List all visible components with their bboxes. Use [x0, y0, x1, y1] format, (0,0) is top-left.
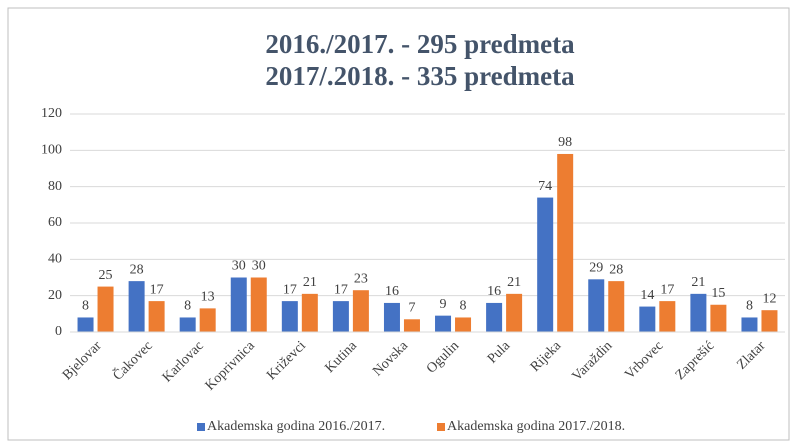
bar	[659, 301, 676, 332]
data-label: 21	[691, 275, 705, 290]
y-tick-label: 20	[48, 288, 62, 303]
bar	[230, 277, 247, 332]
data-label: 8	[460, 299, 467, 314]
data-label: 21	[507, 275, 521, 290]
bar	[128, 281, 145, 332]
bar	[557, 153, 574, 332]
bar	[301, 293, 318, 332]
data-label: 28	[130, 262, 144, 277]
data-label: 12	[762, 291, 776, 306]
data-label: 23	[354, 271, 368, 286]
data-label: 25	[99, 268, 113, 283]
bar	[250, 277, 267, 332]
data-label: 30	[252, 259, 266, 274]
bar	[690, 293, 707, 332]
data-label: 14	[640, 288, 654, 303]
bar	[352, 290, 369, 332]
bar	[608, 281, 625, 332]
bar	[537, 197, 554, 332]
data-label: 8	[184, 299, 191, 314]
chart-border	[7, 7, 790, 441]
bar	[403, 319, 420, 332]
bar	[506, 293, 523, 332]
data-label: 21	[303, 275, 317, 290]
y-tick-label: 80	[48, 179, 62, 194]
bar	[199, 308, 216, 332]
y-tick-label: 60	[48, 215, 62, 230]
bar	[455, 317, 472, 332]
data-label: 8	[82, 299, 89, 314]
bar	[383, 302, 400, 332]
bar	[588, 279, 605, 332]
y-tick-label: 120	[41, 106, 62, 121]
data-label: 17	[150, 282, 164, 297]
data-label: 30	[232, 259, 246, 274]
legend-label: Akademska godina 2016./2017.	[207, 419, 385, 434]
bar	[761, 310, 778, 332]
chart-title: 2016./2017. - 295 predmeta	[265, 29, 575, 59]
data-label: 28	[609, 262, 623, 277]
data-label: 74	[538, 179, 552, 194]
data-label: 15	[711, 286, 725, 301]
bar	[710, 304, 727, 332]
data-label: 17	[283, 282, 297, 297]
bar	[77, 317, 94, 332]
bar	[435, 315, 452, 332]
bar	[486, 302, 503, 332]
bar	[179, 317, 196, 332]
legend-label: Akademska godina 2017./2018.	[447, 419, 625, 434]
data-label: 98	[558, 135, 572, 150]
data-label: 8	[746, 299, 753, 314]
legend-swatch	[437, 423, 445, 431]
y-tick-label: 40	[48, 252, 62, 267]
data-label: 29	[589, 261, 603, 276]
data-label: 17	[660, 282, 674, 297]
data-label: 13	[201, 290, 215, 305]
bar	[97, 286, 114, 332]
y-tick-label: 0	[55, 324, 62, 339]
bar	[281, 301, 298, 332]
bar	[332, 301, 349, 332]
data-label: 17	[334, 282, 348, 297]
data-label: 16	[487, 284, 501, 299]
chart-title: 2017/.2018. - 335 predmeta	[265, 61, 575, 91]
bar	[741, 317, 758, 332]
bar	[639, 306, 656, 332]
data-label: 7	[408, 301, 415, 316]
legend-swatch	[197, 423, 205, 431]
bar	[148, 301, 165, 332]
data-label: 16	[385, 284, 399, 299]
data-label: 9	[440, 297, 447, 312]
y-tick-label: 100	[41, 143, 62, 158]
